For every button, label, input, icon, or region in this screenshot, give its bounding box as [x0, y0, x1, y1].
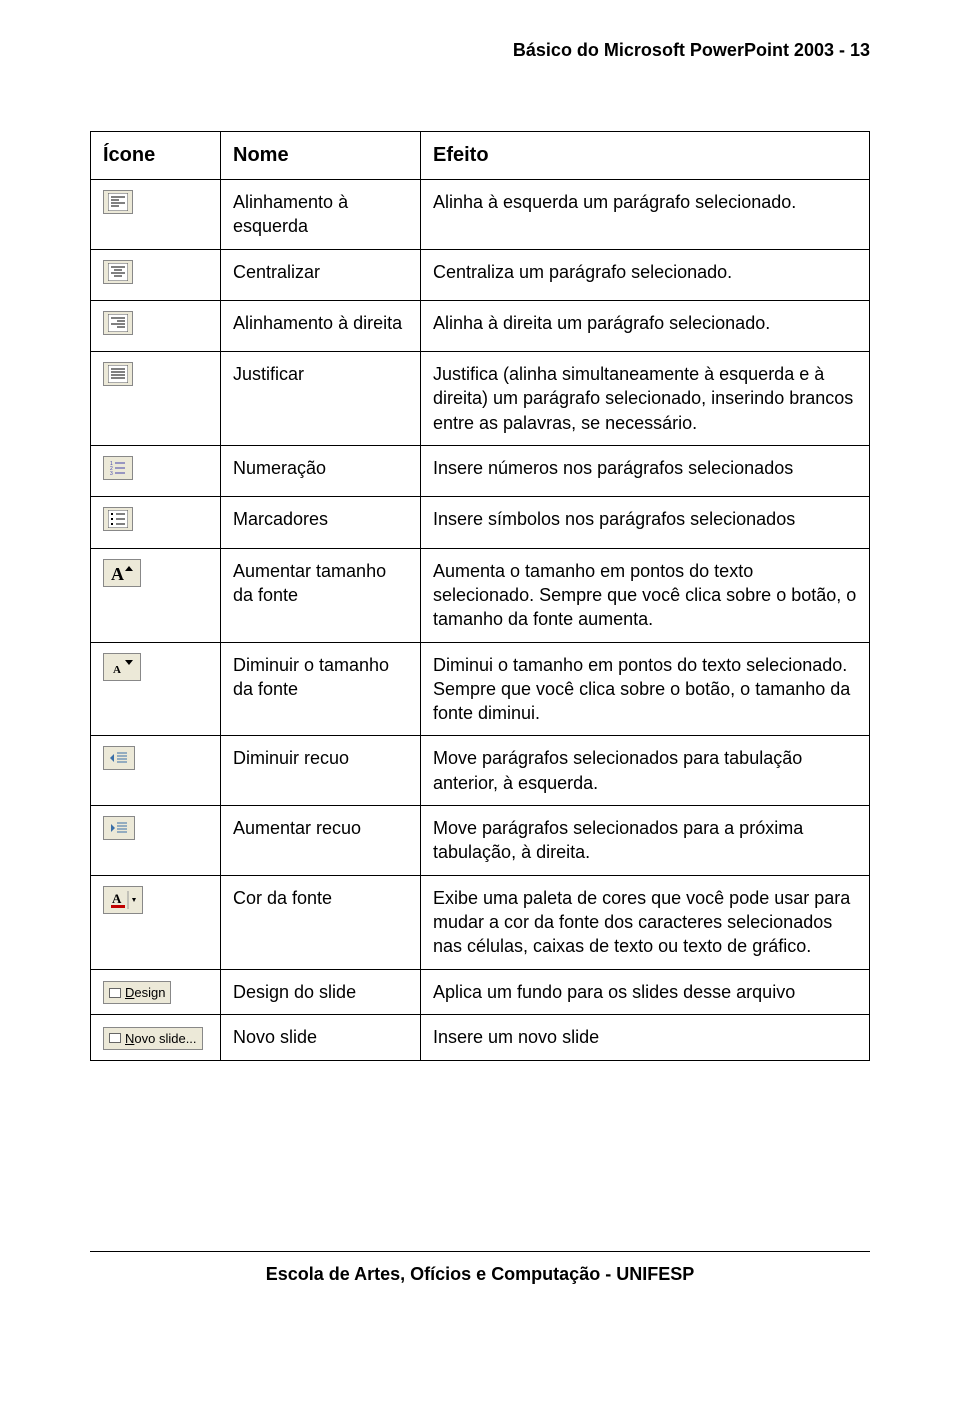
align-right-icon: [103, 311, 133, 335]
row-name: Aumentar recuo: [221, 806, 421, 876]
row-name: Alinhamento à esquerda: [221, 180, 421, 250]
design-thumb-icon: [109, 988, 121, 998]
row-name: Diminuir recuo: [221, 736, 421, 806]
row-name: Diminuir o tamanho da fonte: [221, 642, 421, 736]
table-row: A Cor da fonte Exibe uma paleta de cores…: [91, 875, 870, 969]
row-effect: Centraliza um parágrafo selecionado.: [421, 249, 870, 300]
row-effect: Insere símbolos nos parágrafos seleciona…: [421, 497, 870, 548]
row-name: Numeração: [221, 446, 421, 497]
row-name: Marcadores: [221, 497, 421, 548]
row-name: Alinhamento à direita: [221, 300, 421, 351]
svg-text:A: A: [113, 664, 121, 676]
table-row: Alinhamento à direita Alinha à direita u…: [91, 300, 870, 351]
col-header-effect: Efeito: [421, 132, 870, 180]
row-effect: Diminui o tamanho em pontos do texto sel…: [421, 642, 870, 736]
align-center-icon: [103, 260, 133, 284]
table-row: A Diminuir o tamanho da fonte Diminui o …: [91, 642, 870, 736]
row-name: Cor da fonte: [221, 875, 421, 969]
row-effect: Exibe uma paleta de cores que você pode …: [421, 875, 870, 969]
design-button-icon: Design: [103, 981, 171, 1005]
justify-icon: [103, 362, 133, 386]
table-row: Design Design do slide Aplica um fundo p…: [91, 969, 870, 1015]
toolbar-reference-table: Ícone Nome Efeito Alinhamento à esquerda: [90, 131, 870, 1061]
page-header: Básico do Microsoft PowerPoint 2003 - 13: [90, 40, 870, 61]
footer-rule: [90, 1251, 870, 1252]
new-slide-label: Novo slide...: [125, 1030, 197, 1048]
table-row: Justificar Justifica (alinha simultaneam…: [91, 352, 870, 446]
svg-text:A: A: [111, 564, 124, 584]
table-row: Novo slide... Novo slide Insere um novo …: [91, 1015, 870, 1061]
row-name: Design do slide: [221, 969, 421, 1015]
col-header-icon: Ícone: [91, 132, 221, 180]
decrease-indent-icon: [103, 746, 135, 770]
footer-text: Escola de Artes, Ofícios e Computação - …: [90, 1264, 870, 1285]
font-color-icon: A: [103, 886, 143, 914]
table-row: Marcadores Insere símbolos nos parágrafo…: [91, 497, 870, 548]
table-row: 1 2 3 Numeração Insere números nos parág…: [91, 446, 870, 497]
row-effect: Justifica (alinha simultaneamente à esqu…: [421, 352, 870, 446]
row-effect: Aplica um fundo para os slides desse arq…: [421, 969, 870, 1015]
row-name: Novo slide: [221, 1015, 421, 1061]
row-effect: Insere números nos parágrafos selecionad…: [421, 446, 870, 497]
row-effect: Insere um novo slide: [421, 1015, 870, 1061]
col-header-name: Nome: [221, 132, 421, 180]
svg-text:A: A: [112, 891, 122, 906]
design-label: Design: [125, 984, 165, 1002]
row-effect: Move parágrafos selecionados para tabula…: [421, 736, 870, 806]
row-effect: Move parágrafos selecionados para a próx…: [421, 806, 870, 876]
row-effect: Alinha à direita um parágrafo selecionad…: [421, 300, 870, 351]
svg-text:3: 3: [110, 471, 113, 477]
row-effect: Aumenta o tamanho em pontos do texto sel…: [421, 548, 870, 642]
row-name: Justificar: [221, 352, 421, 446]
align-left-icon: [103, 190, 133, 214]
new-slide-button-icon: Novo slide...: [103, 1027, 203, 1051]
increase-font-icon: A: [103, 559, 141, 587]
row-name: Aumentar tamanho da fonte: [221, 548, 421, 642]
table-row: Diminuir recuo Move parágrafos seleciona…: [91, 736, 870, 806]
table-row: Centralizar Centraliza um parágrafo sele…: [91, 249, 870, 300]
table-row: Alinhamento à esquerda Alinha à esquerda…: [91, 180, 870, 250]
row-name: Centralizar: [221, 249, 421, 300]
new-slide-thumb-icon: [109, 1033, 121, 1043]
table-row: Aumentar recuo Move parágrafos seleciona…: [91, 806, 870, 876]
row-effect: Alinha à esquerda um parágrafo seleciona…: [421, 180, 870, 250]
table-row: A Aumentar tamanho da fonte Aumenta o ta…: [91, 548, 870, 642]
decrease-font-icon: A: [103, 653, 141, 681]
numbering-icon: 1 2 3: [103, 456, 133, 480]
increase-indent-icon: [103, 816, 135, 840]
bullets-icon: [103, 507, 133, 531]
